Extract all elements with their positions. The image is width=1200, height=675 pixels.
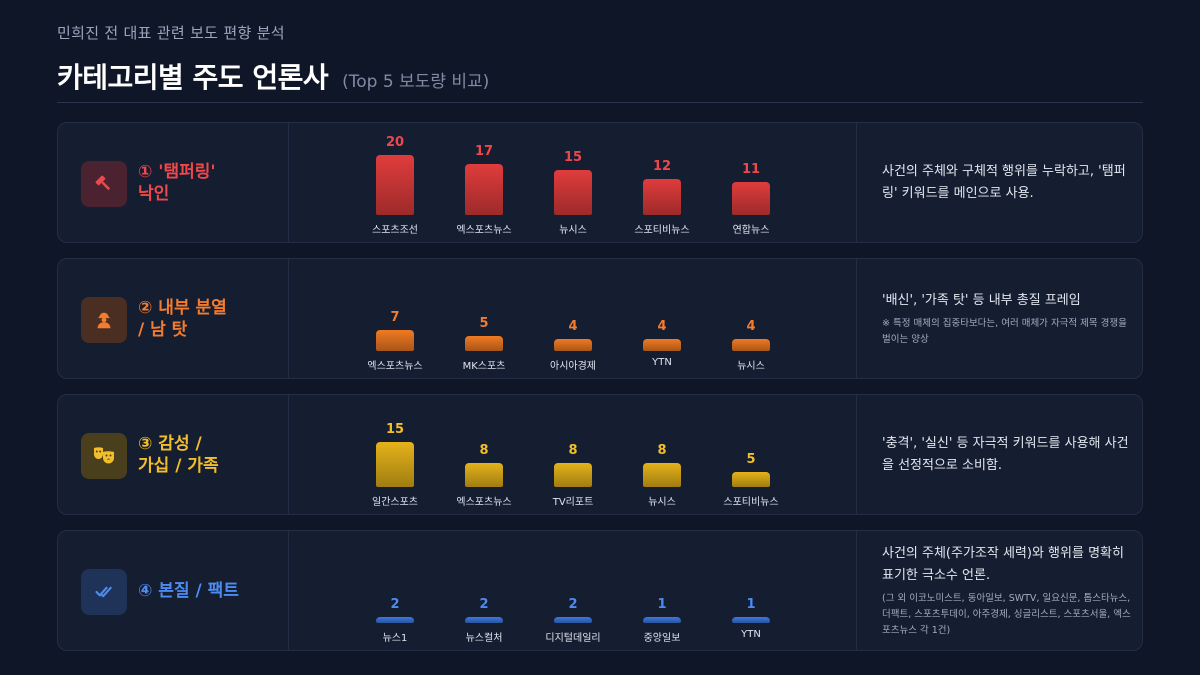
theater-masks-icon: [81, 433, 127, 479]
bar-category-label: 뉴시스: [737, 361, 765, 372]
bar-value-label: 15: [385, 422, 405, 437]
bar-value-label: 5: [746, 452, 756, 467]
bar-category-label: YTN: [652, 357, 672, 368]
bar: [732, 617, 770, 623]
bar: [554, 339, 592, 351]
description-text: 사건의 주체(주가조작 세력)와 행위를 명확히 표기한 극소수 언론.: [882, 545, 1124, 583]
bar-category-label: 연합뉴스: [732, 225, 770, 236]
bar-chart: 2 뉴스1 2 뉴스컬처 2 디지털데일리 1 중앙일보 1 YTN: [289, 531, 855, 650]
header-divider: [57, 102, 1143, 103]
bar-value-label: 4: [568, 319, 578, 334]
bar-value-label: 2: [390, 597, 400, 612]
bar-category-label: 엑스포츠뉴스: [367, 361, 423, 372]
page-subtitle: 민희진 전 대표 관련 보도 편향 분석: [57, 24, 285, 42]
category-label: ② 내부 분열 / 남 탓: [138, 297, 227, 340]
bar-value-label: 15: [563, 150, 583, 165]
bar: [554, 170, 592, 215]
description-note: ※ 특정 매체의 집중타보다는, 여러 매체가 자극적 제목 경쟁을 벌이는 양…: [882, 317, 1127, 345]
bar-category-label: 스포츠조선: [372, 225, 418, 236]
category-label: ④ 본질 / 팩트: [138, 580, 239, 601]
panel-divider: [288, 259, 289, 378]
bar: [643, 179, 681, 215]
bar-category-label: 뉴시스: [559, 225, 587, 236]
bar-value-label: 4: [657, 319, 667, 334]
category-panel-2: ② 내부 분열 / 남 탓 7 엑스포츠뉴스 5 MK스포츠 4 아시아경제 4 YTN 4 뉴시스…: [57, 258, 1143, 379]
description-text: '충격', '실신' 등 자극적 키워드를 사용해 사건을 선정적으로 소비함.: [882, 435, 1129, 473]
bar-category-label: 아시아경제: [550, 361, 596, 372]
panel-divider: [288, 395, 289, 514]
bar-category-label: 뉴시스: [648, 497, 676, 508]
bar-value-label: 5: [479, 316, 489, 331]
bar-value-label: 4: [746, 319, 756, 334]
bar-category-label: 스포티비뉴스: [634, 225, 690, 236]
category-panel-1: ① '탬퍼링' 낙인 20 스포츠조선 17 엑스포츠뉴스 15 뉴시스 12 스포티비뉴스 11…: [57, 122, 1143, 243]
category-panel-4: ④ 본질 / 팩트 2 뉴스1 2 뉴스컬처 2 디지털데일리 1 중앙일보 1 YTN 사건의 주체…: [57, 530, 1143, 651]
category-description: '충격', '실신' 등 자극적 키워드를 사용해 사건을 선정적으로 소비함.: [882, 433, 1132, 477]
bar: [465, 336, 503, 351]
bar: [732, 182, 770, 215]
bar-value-label: 12: [652, 159, 672, 174]
bar-category-label: 뉴스1: [382, 633, 408, 644]
bar-value-label: 2: [568, 597, 578, 612]
category-description: 사건의 주체(주가조작 세력)와 행위를 명확히 표기한 극소수 언론. (그 외…: [882, 543, 1132, 639]
panel-divider: [856, 259, 857, 378]
category-label: ③ 감성 / 가십 / 가족: [138, 433, 219, 476]
bar: [643, 617, 681, 623]
bar-category-label: 엑스포츠뉴스: [456, 497, 512, 508]
bar: [554, 617, 592, 623]
bar-chart: 7 엑스포츠뉴스 5 MK스포츠 4 아시아경제 4 YTN 4 뉴시스: [289, 259, 855, 378]
bar: [376, 330, 414, 351]
bar-value-label: 7: [390, 310, 400, 325]
bar: [643, 339, 681, 351]
panel-divider: [856, 123, 857, 242]
category-description: '배신', '가족 탓' 등 내부 총질 프레임 ※ 특정 매체의 집중타보다는,…: [882, 290, 1132, 348]
bar-category-label: 디지털데일리: [545, 633, 601, 644]
bar: [643, 463, 681, 487]
category-description: 사건의 주체와 구체적 행위를 누락하고, '탬퍼링' 키워드를 메인으로 사용…: [882, 161, 1132, 205]
panel-divider: [288, 531, 289, 650]
bar-value-label: 8: [568, 443, 578, 458]
bar: [465, 463, 503, 487]
panel-divider: [856, 531, 857, 650]
category-label: ① '탬퍼링' 낙인: [138, 161, 216, 204]
bar-category-label: MK스포츠: [462, 361, 506, 372]
bar-value-label: 20: [385, 135, 405, 150]
category-panel-3: ③ 감성 / 가십 / 가족 15 일간스포츠 8 엑스포츠뉴스 8 TV리포트 8 뉴시스 5 스…: [57, 394, 1143, 515]
person-icon: [81, 297, 127, 343]
description-text: 사건의 주체와 구체적 행위를 누락하고, '탬퍼링' 키워드를 메인으로 사용…: [882, 163, 1126, 201]
bar: [376, 155, 414, 215]
bar: [465, 164, 503, 215]
bar-value-label: 11: [741, 162, 761, 177]
bar-category-label: 뉴스컬처: [465, 633, 503, 644]
bar-value-label: 8: [479, 443, 489, 458]
bar-category-label: 엑스포츠뉴스: [456, 225, 512, 236]
description-text: '배신', '가족 탓' 등 내부 총질 프레임: [882, 292, 1081, 308]
bar: [376, 442, 414, 487]
bar-value-label: 1: [746, 597, 756, 612]
bar: [732, 339, 770, 351]
bar-category-label: 중앙일보: [643, 633, 681, 644]
page-title-note: (Top 5 보도량 비교): [342, 72, 490, 92]
title-row: 카테고리별 주도 언론사 (Top 5 보도량 비교): [57, 56, 489, 96]
bar-value-label: 2: [479, 597, 489, 612]
description-note: (그 외 이코노미스트, 동아일보, SWTV, 일요신문, 톱스타뉴스, 더팩…: [882, 592, 1131, 636]
bar: [732, 472, 770, 487]
bar-category-label: 일간스포츠: [372, 497, 418, 508]
bar: [376, 617, 414, 623]
panel-divider: [288, 123, 289, 242]
panel-divider: [856, 395, 857, 514]
check-double-icon: [81, 569, 127, 615]
bar-chart: 20 스포츠조선 17 엑스포츠뉴스 15 뉴시스 12 스포티비뉴스 11 연합뉴스: [289, 123, 855, 242]
bar-value-label: 1: [657, 597, 667, 612]
bar: [465, 617, 503, 623]
bar: [554, 463, 592, 487]
gavel-icon: [81, 161, 127, 207]
bar-category-label: 스포티비뉴스: [723, 497, 779, 508]
bar-chart: 15 일간스포츠 8 엑스포츠뉴스 8 TV리포트 8 뉴시스 5 스포티비뉴스: [289, 395, 855, 514]
bar-category-label: TV리포트: [552, 497, 594, 508]
bar-value-label: 17: [474, 144, 494, 159]
page-title: 카테고리별 주도 언론사: [57, 61, 329, 94]
bar-value-label: 8: [657, 443, 667, 458]
bar-category-label: YTN: [741, 629, 761, 640]
